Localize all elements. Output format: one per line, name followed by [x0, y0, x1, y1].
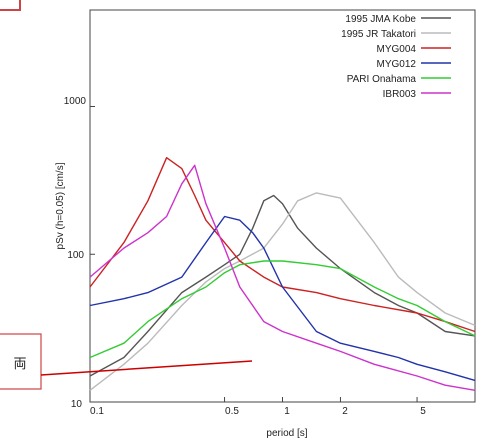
x-axis-title: period [s] [266, 428, 307, 439]
callout-pointer-line [40, 360, 253, 376]
x-tick-label-2: 2 [342, 406, 348, 417]
legend-label-jr-takatori: 1995 JR Takatori [341, 29, 416, 40]
legend-label-myg004: MYG004 [377, 44, 417, 55]
callout-label: 両 [13, 356, 26, 371]
legend-label-pari-onahama: PARI Onahama [347, 74, 417, 85]
series-line-2 [89, 156, 476, 333]
x-tick-labels: 0.1 0.5 1 2 5 [90, 406, 426, 417]
x-tick-label-1: 1 [284, 406, 290, 417]
legend-label-myg012: MYG012 [377, 59, 417, 70]
top-callout-box-fragment [0, 0, 21, 11]
y-tick-label-1000: 1000 [64, 96, 87, 107]
y-tick-label-10: 10 [71, 399, 83, 410]
callout-box [0, 333, 42, 390]
x-tick-label-0.1: 0.1 [90, 406, 104, 417]
legend-label-ibr003: IBR003 [383, 89, 417, 100]
x-tick-label-0.5: 0.5 [225, 406, 239, 417]
y-tick-label-100: 100 [67, 250, 84, 261]
series-line-0 [89, 194, 476, 377]
series-lines [89, 156, 476, 391]
series-line-3 [89, 215, 476, 382]
y-axis-title: pSv (h=0.05) [cm/s] [55, 162, 66, 249]
legend-label-jma-kobe: 1995 JMA Kobe [345, 14, 416, 25]
series-line-4 [89, 260, 476, 359]
legend: 1995 JMA Kobe 1995 JR Takatori MYG004 MY… [341, 14, 451, 100]
series-line-5 [89, 164, 476, 391]
x-tick-label-5: 5 [420, 406, 426, 417]
axis-ticks [89, 106, 418, 403]
y-tick-labels: 10 100 1000 [64, 96, 87, 410]
series-line-1 [89, 192, 476, 391]
